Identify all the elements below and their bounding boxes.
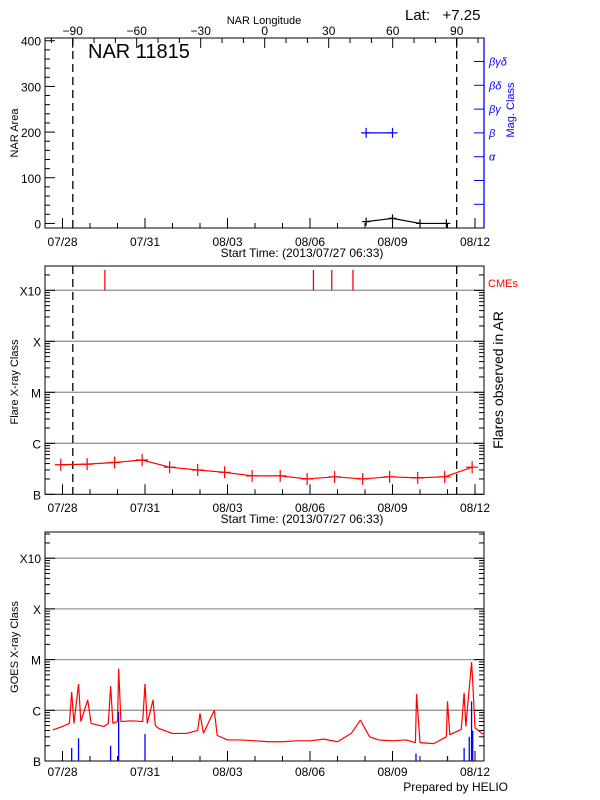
panel1-title: NAR 11815	[88, 41, 190, 63]
flare-data-point	[163, 461, 176, 474]
flare-data-point	[274, 469, 287, 482]
x-tick-label: 07/31	[130, 235, 160, 249]
flare-data-point	[191, 463, 204, 476]
x-tick-label: 08/12	[460, 235, 490, 249]
panel2-frame	[44, 265, 485, 495]
y-tick-label: 100	[21, 172, 41, 186]
x-tick-label: 08/12	[460, 501, 490, 515]
flare-series-line	[60, 459, 473, 480]
y-tick-label: 0	[34, 217, 41, 231]
x-tick-label: 08/03	[212, 235, 242, 249]
mag-class-tick-label: βγδ	[488, 57, 508, 69]
area-data-point	[388, 214, 397, 223]
y-tick-label: B	[33, 755, 41, 769]
flare-data-point	[438, 470, 451, 483]
mag-class-tick-label: β	[488, 128, 496, 140]
panel2-xlabel: Start Time: (2013/07/27 06:33)	[221, 512, 384, 526]
flare-data-point	[466, 461, 479, 474]
flare-data-point	[301, 472, 314, 485]
panel2-ylabel: Flare X-ray Class	[9, 339, 21, 424]
top-axis-tick-label: 0	[261, 24, 268, 38]
x-tick-label: 07/28	[47, 235, 77, 249]
x-tick-label: 07/31	[130, 765, 160, 779]
mag-class-tick-label: βδ	[488, 80, 502, 92]
y-tick-label: 400	[21, 35, 41, 49]
mag-class-tick-label: α	[489, 152, 496, 164]
flare-data-point	[108, 456, 121, 469]
x-tick-label: 08/03	[212, 501, 242, 515]
flare-data-point	[218, 466, 231, 479]
flare-data-point	[411, 471, 424, 484]
panel1-frame	[44, 37, 485, 229]
panel1-right-ylabel: Mag. Class	[505, 82, 517, 138]
area-data-point	[362, 217, 371, 226]
x-tick-label: 08/09	[377, 501, 407, 515]
y-tick-label: B	[33, 488, 41, 502]
x-tick-label: 08/03	[212, 765, 242, 779]
flare-data-point	[81, 458, 94, 471]
top-axis-label: NAR Longitude	[227, 15, 302, 27]
top-axis-tick-label: −90	[63, 24, 84, 38]
flare-data-point	[54, 458, 67, 471]
top-axis-tick-label: 90	[450, 24, 464, 38]
y-tick-label: X	[33, 603, 41, 617]
panel1-ylabel: NAR Area	[9, 108, 21, 158]
y-tick-label: 300	[21, 80, 41, 94]
area-data-point	[442, 219, 451, 228]
top-axis-tick-label: 60	[386, 24, 400, 38]
flare-data-point	[136, 454, 149, 467]
flare-data-point	[383, 470, 396, 483]
y-tick-label: C	[32, 704, 41, 718]
y-tick-label: X10	[20, 284, 42, 298]
y-tick-label: X	[33, 335, 41, 349]
y-tick-label: 200	[21, 126, 41, 140]
cme-label: CMEs	[488, 278, 518, 290]
mag-class-tick-label: βγ	[488, 104, 502, 116]
flare-data-point	[328, 470, 341, 483]
y-tick-label: X10	[20, 552, 42, 566]
x-tick-label: 08/09	[377, 765, 407, 779]
panel1-xlabel: Start Time: (2013/07/27 06:33)	[221, 246, 384, 260]
mag-class-data-point	[387, 127, 398, 138]
y-tick-label: M	[31, 386, 41, 400]
y-tick-label: C	[32, 437, 41, 451]
x-tick-label: 07/31	[130, 501, 160, 515]
x-tick-label: 08/06	[295, 501, 325, 515]
latitude-label: Lat: +7.25	[405, 7, 480, 24]
flare-data-point	[356, 472, 369, 485]
flare-data-point	[246, 469, 259, 482]
goes-long-series-line	[52, 662, 485, 745]
area-data-point	[416, 219, 424, 228]
x-tick-label: 08/12	[460, 765, 490, 779]
panel3-ylabel: GOES X-ray Class	[9, 601, 21, 693]
x-tick-label: 07/28	[47, 765, 77, 779]
panel3-frame	[44, 531, 485, 762]
area-series-line	[366, 217, 447, 225]
x-tick-label: 07/28	[47, 501, 77, 515]
y-tick-label: M	[31, 654, 41, 668]
top-axis-tick-label: 30	[322, 24, 336, 38]
top-axis-tick-label: −30	[191, 24, 212, 38]
x-tick-label: 08/06	[295, 235, 325, 249]
prepared-by-label: Prepared by HELIO	[403, 780, 508, 794]
top-axis-tick-label: −60	[127, 24, 148, 38]
mag-class-data-point	[361, 127, 372, 138]
x-tick-label: 08/09	[377, 235, 407, 249]
panel2-right-ylabel: Flares observed in AR	[490, 311, 506, 449]
x-tick-label: 08/06	[295, 765, 325, 779]
